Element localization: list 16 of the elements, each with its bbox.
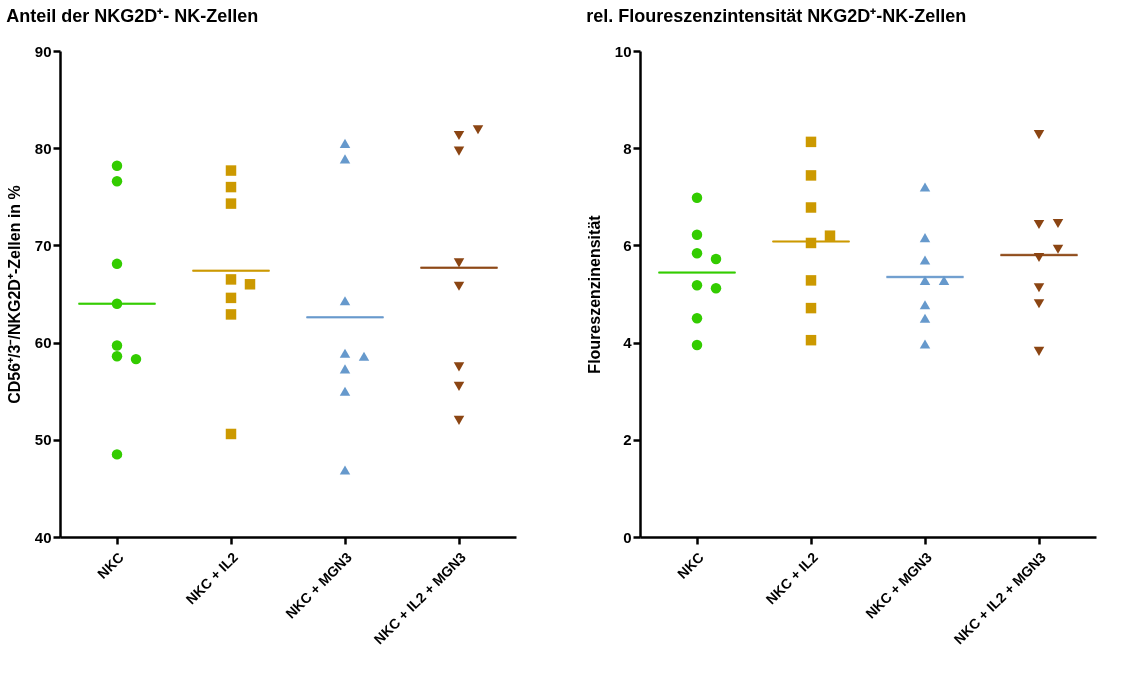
y-tick-label: 10: [614, 42, 632, 60]
y-tick-label: 8: [623, 139, 632, 157]
y-axis-title: Floureszenzinensität: [585, 214, 603, 374]
y-tick-label: 0: [623, 528, 632, 546]
y-tick-label: 80: [34, 139, 52, 157]
y-tick-label: 40: [34, 528, 52, 546]
y-tick-label: 2: [623, 431, 632, 449]
y-tick-label: 70: [34, 236, 52, 254]
y-tick-label: 6: [623, 236, 632, 254]
y-tick-label: 50: [34, 431, 52, 449]
y-tick-label: 4: [623, 334, 633, 352]
chart-title: Anteil der NKG2D⁺- NK-Zellen: [6, 6, 259, 26]
chart-title: rel. Floureszenzintensität NKG2D⁺-NK-Zellen: [586, 6, 967, 26]
y-tick-label: 60: [34, 334, 52, 352]
y-tick-label: 90: [34, 42, 52, 60]
y-axis-title: CD56⁺/3⁻/NKG2D⁺-Zellen in %: [5, 185, 23, 404]
